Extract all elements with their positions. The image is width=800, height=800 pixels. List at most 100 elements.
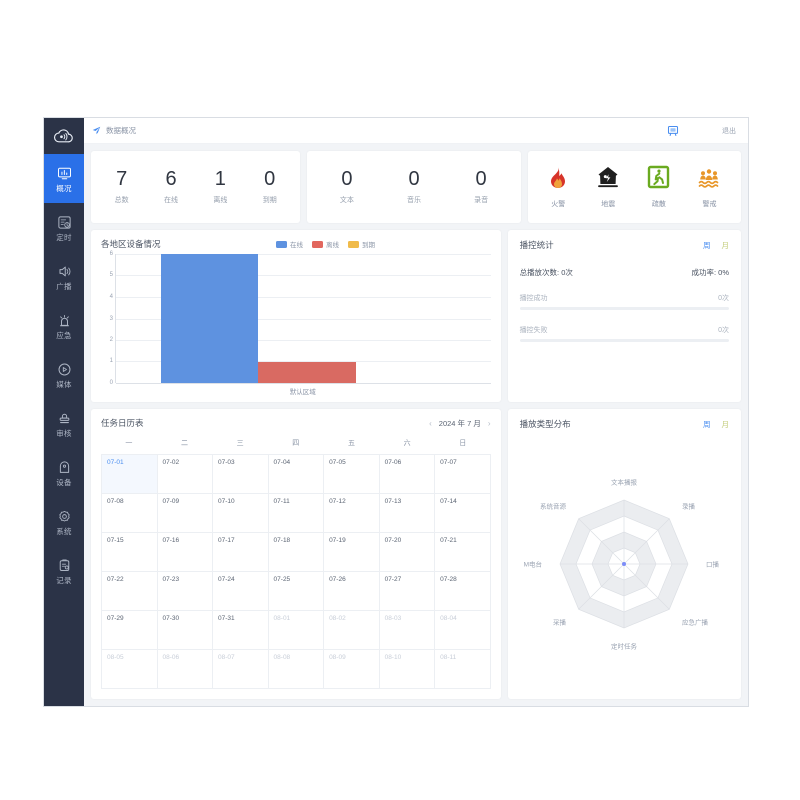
calendar-day-cell[interactable]: 07-30 <box>157 611 214 650</box>
calendar-day-cell[interactable]: 08-10 <box>379 650 436 689</box>
calendar-day-cell[interactable]: 07-20 <box>379 533 436 572</box>
calendar-day-cell[interactable]: 07-08 <box>102 494 158 533</box>
calendar-day-cell[interactable]: 08-07 <box>213 650 269 689</box>
range-week-button[interactable]: 周 <box>703 419 711 429</box>
chevron-left-icon[interactable]: ‹ <box>429 418 432 428</box>
calendar-day-cell[interactable]: 08-08 <box>268 650 325 689</box>
calendar-day-cell[interactable]: 07-19 <box>324 533 380 572</box>
radar-title: 播放类型分布 <box>519 419 571 429</box>
range-week-button[interactable]: 周 <box>703 240 711 250</box>
stats-row: 7 总数 6 在线 1 离线 0 到期 <box>91 151 741 223</box>
region-device-chart-card: 各地区设备情况 在线 离线 <box>91 230 501 402</box>
stat-expired[interactable]: 0 到期 <box>263 169 277 205</box>
calendar-day-cell[interactable]: 07-02 <box>157 455 214 494</box>
calendar-day-cell[interactable]: 07-27 <box>379 572 436 611</box>
sidebar-item-system[interactable]: 系统 <box>44 497 84 546</box>
task-calendar-card: 任务日历表 ‹ 2024 年 7 月 › 一 二 三 四 五 <box>91 409 501 699</box>
calendar-day-cell[interactable]: 07-31 <box>213 611 269 650</box>
calendar-day-cell[interactable]: 07-22 <box>102 572 158 611</box>
sidebar-item-record[interactable]: 记录 <box>44 546 84 595</box>
stat-music[interactable]: 0 音乐 <box>407 169 421 205</box>
calendar-day-cell[interactable]: 07-29 <box>102 611 158 650</box>
stat-total[interactable]: 7 总数 <box>115 169 129 205</box>
stat-text[interactable]: 0 文本 <box>340 169 354 205</box>
stat-recording[interactable]: 0 录音 <box>474 169 488 205</box>
stat-online[interactable]: 6 在线 <box>164 169 178 205</box>
legend-item-expire[interactable]: 到期 <box>348 239 375 249</box>
playback-fail-block: 播控失败 0次 <box>519 325 729 342</box>
calendar-day-cell[interactable]: 07-15 <box>102 533 158 572</box>
emergency-alert-button[interactable]: 警戒 <box>697 165 721 209</box>
schedule-clock-icon <box>57 214 72 231</box>
calendar-day-cell[interactable]: 07-04 <box>268 455 325 494</box>
radar-axis-label: 应急广播 <box>682 617 709 626</box>
dashboard-monitor-icon <box>57 165 72 182</box>
calendar-day-cell[interactable]: 08-01 <box>268 611 325 650</box>
sidebar-item-label: 应急 <box>56 330 72 340</box>
sidebar-item-broadcast[interactable]: 广播 <box>44 252 84 301</box>
calendar-day-cell[interactable]: 07-23 <box>157 572 214 611</box>
calendar-day-cell[interactable]: 07-03 <box>213 455 269 494</box>
emergency-evacuation-button[interactable]: 疏散 <box>647 165 670 209</box>
range-month-button[interactable]: 月 <box>721 419 730 429</box>
legend-item-offline[interactable]: 离线 <box>312 239 339 249</box>
calendar-month-label: 2024 年 7 月 <box>438 418 481 428</box>
calendar-day-cell[interactable]: 07-26 <box>324 572 380 611</box>
calendar-day-cell[interactable]: 07-07 <box>435 455 491 494</box>
calendar-day-cell[interactable]: 07-10 <box>213 494 269 533</box>
bar-offline[interactable] <box>258 361 356 383</box>
playback-success-block: 播控成功 0次 <box>519 293 729 310</box>
radar-axis-label: 系统音源 <box>540 501 567 510</box>
chevron-right-icon[interactable]: › <box>487 418 491 428</box>
calendar-title: 任务日历表 <box>101 418 144 428</box>
calendar-day-cell[interactable]: 08-09 <box>324 650 380 689</box>
stat-value: 6 <box>165 168 177 190</box>
playback-success-progress <box>519 307 729 310</box>
sidebar-item-emergency[interactable]: 应急 <box>44 301 84 350</box>
emergency-earthquake-button[interactable]: 地震 <box>596 165 620 209</box>
calendar-day-cell[interactable]: 07-13 <box>379 494 436 533</box>
sidebar-item-media[interactable]: 媒体 <box>44 350 84 399</box>
calendar-day-cell[interactable]: 08-02 <box>324 611 380 650</box>
logout-button[interactable]: 退出 <box>722 127 736 135</box>
broadcast-terminal-icon[interactable] <box>667 125 679 137</box>
calendar-day-cell[interactable]: 07-24 <box>213 572 269 611</box>
calendar-day-cell[interactable]: 07-06 <box>379 455 436 494</box>
calendar-day-cell[interactable]: 07-21 <box>435 533 491 572</box>
legend-item-online[interactable]: 在线 <box>276 239 303 249</box>
calendar-day-cell[interactable]: 07-05 <box>324 455 380 494</box>
stat-offline[interactable]: 1 离线 <box>213 169 227 205</box>
calendar-day-cell[interactable]: 08-06 <box>157 650 214 689</box>
calendar-day-cell[interactable]: 07-16 <box>157 533 214 572</box>
sidebar-item-device[interactable]: 设备 <box>44 448 84 497</box>
weekday-label: 三 <box>236 440 244 447</box>
emergency-fire-button[interactable]: 火警 <box>547 165 569 209</box>
calendar-week-row: 07-01 07-02 07-03 07-04 07-05 07-06 07-07 <box>102 455 491 494</box>
x-axis-label: 默认区域 <box>289 389 316 396</box>
calendar-day-cell[interactable]: 07-18 <box>268 533 325 572</box>
stat-label: 总数 <box>114 197 129 204</box>
sidebar-item-overview[interactable]: 概况 <box>44 154 84 203</box>
calendar-day-cell[interactable]: 07-28 <box>435 572 491 611</box>
calendar-day-cell[interactable]: 08-11 <box>435 650 491 689</box>
legend-label: 到期 <box>362 242 376 249</box>
calendar-day-cell[interactable]: 07-17 <box>213 533 269 572</box>
breadcrumb: 数据概况 <box>106 126 136 135</box>
radar-axis-label: 采播 <box>553 617 567 626</box>
calendar-day-cell[interactable]: 07-01 <box>102 455 158 494</box>
sidebar-item-audit[interactable]: 审核 <box>44 399 84 448</box>
calendar-day-cell[interactable]: 08-03 <box>379 611 436 650</box>
calendar-day-cell[interactable]: 07-14 <box>435 494 491 533</box>
calendar-day-cell[interactable]: 08-04 <box>435 611 491 650</box>
calendar-day-cell[interactable]: 07-25 <box>268 572 325 611</box>
calendar-day-cell[interactable]: 07-11 <box>268 494 325 533</box>
calendar-day-cell[interactable]: 07-09 <box>157 494 214 533</box>
sidebar-item-schedule[interactable]: 定时 <box>44 203 84 252</box>
range-month-button[interactable]: 月 <box>721 240 730 250</box>
y-tick: 4 <box>109 293 113 300</box>
bar-online[interactable] <box>160 254 259 383</box>
calendar-day-cell[interactable]: 07-12 <box>324 494 380 533</box>
cloud-audio-logo-icon[interactable] <box>44 118 84 154</box>
calendar-day-cell[interactable]: 08-05 <box>102 650 158 689</box>
